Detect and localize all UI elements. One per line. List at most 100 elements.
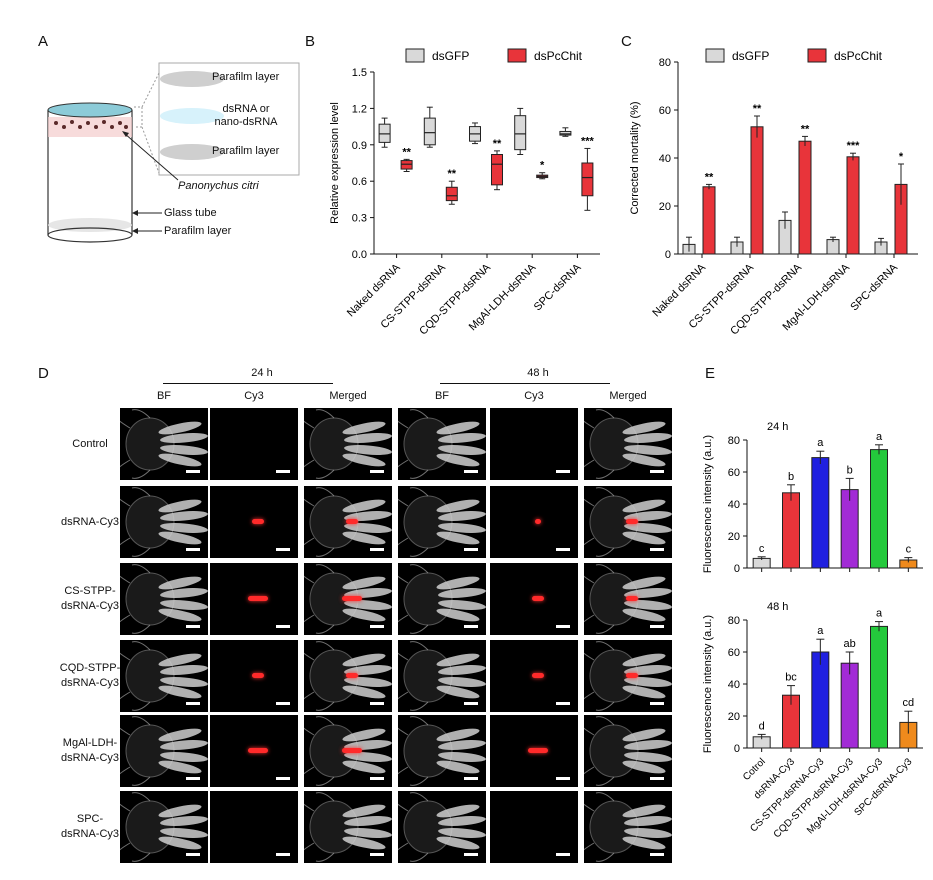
chart-e: 0 20 40 60 80 Fluorescence intensity (a.u.) 24… <box>702 421 923 840</box>
legend-parafilm-top: Parafilm layer <box>212 71 280 83</box>
column-header-bf: BF <box>156 390 172 402</box>
e24-bar <box>870 449 888 569</box>
e48-ytick-label: 40 <box>728 679 740 691</box>
scale-bar <box>556 777 570 780</box>
b-box-dspcchit <box>445 186 458 202</box>
c-ylabel: Corrected mortality (%) <box>629 101 641 214</box>
mite-image <box>120 487 208 557</box>
b-significance: ** <box>493 138 502 150</box>
row-label: CS-STPP- dsRNA-Cy3 <box>60 585 120 612</box>
micrograph-cy3 <box>210 715 298 787</box>
scale-bar <box>556 853 570 856</box>
micrograph-bf <box>398 640 486 712</box>
scale-bar <box>186 777 200 780</box>
b-significance: *** <box>581 135 595 147</box>
c-significance: ** <box>753 103 762 115</box>
e48-letter: a <box>876 608 883 620</box>
scale-bar <box>650 548 664 551</box>
b-box-dsgfp <box>514 115 527 151</box>
cy3-fluorescence-spot <box>346 673 358 678</box>
legend-parafilm-bottom: Parafilm layer <box>212 145 280 157</box>
b-ylabel: Relative expression level <box>329 102 341 224</box>
micrograph-bf <box>120 486 208 558</box>
scale-bar <box>370 625 384 628</box>
scale-bar <box>556 470 570 473</box>
mite-image <box>584 641 672 711</box>
column-header-merged: Merged <box>609 390 647 402</box>
scale-bar <box>186 470 200 473</box>
b-significance: * <box>540 160 545 172</box>
b-ytick-label: 1.5 <box>352 67 367 79</box>
cy3-fluorescence-spot <box>248 748 268 753</box>
micrograph-merged <box>304 486 392 558</box>
tube-top-membrane <box>47 102 133 118</box>
e24-letter: c <box>759 543 765 555</box>
row-label: Control <box>72 437 108 450</box>
panel-label-d: D <box>38 365 49 382</box>
b-box-dspcchit <box>400 160 413 170</box>
e24-ylabel: Fluorescence intensity (a.u.) <box>702 435 714 573</box>
b-box-dsgfp <box>423 117 436 146</box>
scale-bar <box>556 625 570 628</box>
time-divider <box>395 408 397 863</box>
c-legend-swatch-0 <box>705 48 725 63</box>
mite-image <box>304 409 392 479</box>
e24-bar <box>811 457 830 569</box>
b-legend-swatch-1 <box>507 48 527 63</box>
b-ytick-label: 0.0 <box>352 249 367 261</box>
scale-bar <box>464 702 478 705</box>
species-label: Panonychus citri <box>178 180 259 192</box>
e48-title: 48 h <box>767 601 788 613</box>
cy3-fluorescence-spot <box>248 596 268 601</box>
micrograph-merged <box>304 563 392 635</box>
cy3-fluorescence-spot <box>626 519 638 524</box>
cy3-fluorescence-spot <box>252 519 264 524</box>
b-ytick-label: 0.3 <box>352 213 367 225</box>
micrograph-merged <box>304 715 392 787</box>
parafilm-bottom-label: Parafilm layer <box>164 225 232 237</box>
time-label-48h: 48 h <box>527 367 549 379</box>
e48-bar <box>870 625 888 749</box>
b-ytick-label: 0.9 <box>352 140 367 152</box>
micrograph-bf <box>398 791 486 863</box>
cy3-fluorescence-spot <box>252 673 264 678</box>
mite-image <box>304 487 392 557</box>
scale-bar <box>186 548 200 551</box>
mite-image <box>398 564 486 634</box>
column-header-bf: BF <box>434 390 450 402</box>
column-header-cy3: Cy3 <box>244 390 264 402</box>
e48-letter: cd <box>903 697 915 709</box>
scale-bar <box>370 470 384 473</box>
b-box-dsgfp <box>378 123 391 143</box>
e48-bar <box>811 651 830 749</box>
chart-b: 0.0 0.3 0.6 0.9 1.2 1.5 Relative expression le… <box>329 48 600 338</box>
micrograph-cy3 <box>490 640 578 712</box>
b-xtick-label: SPC-dsRNA <box>532 261 584 313</box>
micrograph-bf <box>120 408 208 480</box>
mite-image <box>584 716 672 786</box>
e24-letter: b <box>847 464 853 476</box>
micrograph-bf <box>120 791 208 863</box>
mite-icons <box>54 120 128 129</box>
mite-image <box>120 716 208 786</box>
e48-letter: ab <box>844 638 856 650</box>
panel-a-schematic <box>47 62 300 243</box>
scale-bar <box>370 853 384 856</box>
legend-dsrna: dsRNA or nano-dsRNA <box>214 103 278 128</box>
micrograph-merged <box>304 640 392 712</box>
e24-ytick-label: 40 <box>728 499 740 511</box>
mite-image <box>398 409 486 479</box>
scale-bar <box>464 777 478 780</box>
e48-letter: d <box>759 720 765 732</box>
micrograph-cy3 <box>490 715 578 787</box>
parafilm-swatch-bottom <box>160 144 224 160</box>
e48-ytick-label: 80 <box>728 615 740 627</box>
cy3-fluorescence-spot <box>535 519 541 524</box>
micrograph-bf <box>398 408 486 480</box>
mite-image <box>120 641 208 711</box>
micrograph-merged <box>304 408 392 480</box>
e24-letter: a <box>876 431 883 443</box>
mite-image <box>304 716 392 786</box>
c-ytick-label: 80 <box>659 57 671 69</box>
e24-letter: a <box>817 437 824 449</box>
